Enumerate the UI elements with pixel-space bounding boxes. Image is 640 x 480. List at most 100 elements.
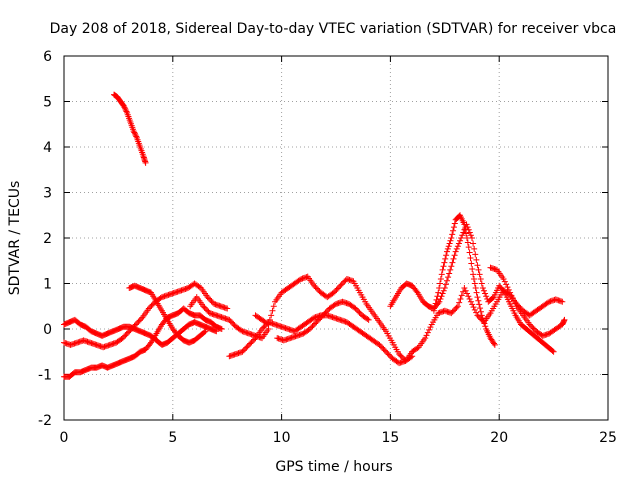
- data-point: [462, 287, 469, 294]
- data-point: [244, 343, 251, 350]
- series-arc-high: [111, 91, 149, 166]
- data-point: [398, 353, 405, 360]
- data-point: [407, 354, 414, 361]
- data-point: [465, 226, 472, 233]
- data-point: [507, 289, 514, 296]
- data-point: [202, 328, 209, 335]
- data-point: [432, 300, 439, 307]
- data-point: [341, 278, 348, 285]
- data-point: [489, 295, 496, 302]
- data-point: [384, 350, 391, 357]
- data-point: [364, 315, 371, 322]
- series-arc-g: [274, 298, 372, 344]
- data-point: [226, 316, 233, 323]
- data-point: [472, 251, 479, 258]
- data-point: [131, 129, 138, 136]
- data-point: [438, 271, 445, 278]
- data-point: [466, 229, 473, 236]
- data-point: [473, 256, 480, 263]
- data-point: [481, 320, 488, 327]
- data-point: [227, 318, 234, 325]
- series-arc-c: [61, 280, 231, 351]
- data-point: [450, 307, 457, 314]
- data-point: [437, 295, 444, 302]
- data-point: [512, 300, 519, 307]
- data-point: [202, 305, 209, 312]
- data-point: [461, 285, 468, 292]
- data-point: [377, 343, 384, 350]
- data-point: [376, 341, 383, 348]
- data-point: [475, 297, 482, 304]
- data-point: [459, 232, 466, 239]
- data-point: [503, 281, 510, 288]
- data-point: [127, 326, 134, 333]
- data-point: [433, 296, 440, 303]
- data-point: [478, 280, 485, 287]
- data-point: [201, 329, 208, 336]
- data-point: [131, 322, 138, 329]
- data-point: [437, 275, 444, 282]
- data-point: [469, 301, 476, 308]
- data-point: [312, 320, 319, 327]
- data-point: [134, 320, 141, 327]
- data-point: [196, 284, 203, 291]
- data-point: [270, 303, 277, 310]
- data-point: [458, 235, 465, 241]
- data-point: [208, 298, 215, 305]
- data-point: [207, 296, 214, 303]
- data-point: [122, 332, 129, 339]
- data-point: [383, 348, 390, 355]
- data-point: [265, 326, 272, 332]
- data-point: [454, 303, 461, 310]
- data-point: [550, 348, 557, 355]
- data-point: [126, 328, 133, 335]
- data-point: [477, 308, 484, 315]
- data-point: [306, 326, 313, 332]
- data-point: [457, 295, 464, 302]
- data-point: [128, 325, 135, 332]
- data-point: [309, 323, 316, 330]
- y-tick-label: 3: [43, 186, 52, 202]
- y-tick-label: 2: [43, 231, 52, 247]
- data-point: [123, 331, 130, 338]
- data-point: [526, 321, 533, 328]
- data-point: [145, 305, 152, 312]
- data-point: [470, 271, 477, 278]
- data-point: [474, 262, 481, 269]
- data-point: [453, 304, 460, 311]
- data-point: [530, 325, 537, 332]
- data-point: [121, 333, 128, 340]
- data-point: [224, 305, 231, 312]
- data-point: [356, 309, 363, 316]
- data-point: [451, 220, 458, 227]
- data-point: [448, 310, 455, 317]
- data-point: [444, 245, 451, 252]
- data-point: [337, 282, 344, 289]
- chart-title: Day 208 of 2018, Sidereal Day-to-day VTE…: [50, 21, 617, 37]
- data-point: [446, 270, 453, 277]
- data-point: [264, 320, 271, 327]
- series-arc-a: [61, 305, 225, 380]
- data-point: [240, 347, 247, 354]
- data-point: [479, 315, 486, 322]
- data-point: [146, 341, 153, 348]
- data-point: [248, 339, 255, 346]
- data-point: [476, 301, 483, 308]
- data-point: [527, 322, 534, 329]
- series-arc-f: [252, 273, 416, 364]
- series-arc-l: [187, 294, 272, 342]
- axis-ticks: 0 5 10 15 20 25 -2 -1 0 1 2 3 4 5 6: [38, 49, 617, 446]
- data-point: [332, 288, 339, 295]
- data-point: [317, 315, 324, 322]
- data-point: [461, 221, 468, 228]
- y-tick-label: 5: [43, 95, 52, 111]
- data-point: [437, 280, 444, 287]
- data-point: [312, 284, 319, 291]
- data-point: [491, 341, 498, 348]
- data-point: [147, 304, 154, 311]
- data-point: [122, 105, 129, 112]
- data-point: [130, 324, 137, 331]
- data-point: [204, 294, 211, 301]
- data-point: [482, 323, 489, 330]
- data-point: [465, 244, 472, 251]
